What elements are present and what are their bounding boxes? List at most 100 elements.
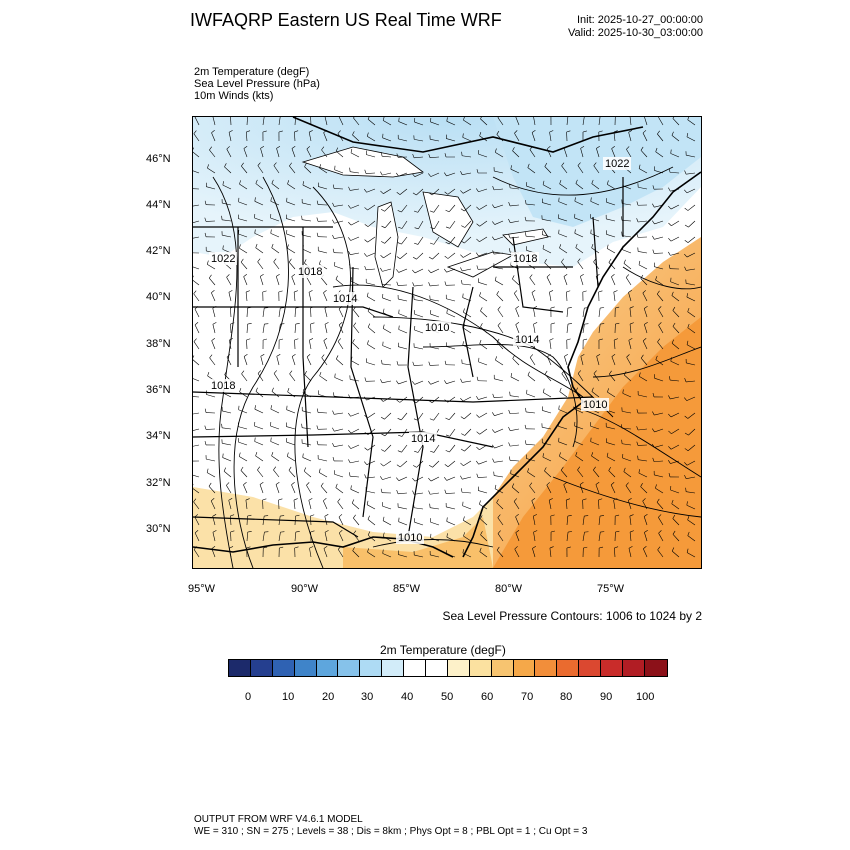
wind-barb-flag (332, 184, 335, 189)
wind-barb-flag (396, 380, 399, 385)
wind-barb-flag (514, 290, 518, 294)
wind-barb-flag (273, 466, 277, 471)
wind-barb-flag (380, 280, 383, 285)
wind-barb (464, 204, 472, 212)
wind-barb (671, 428, 680, 434)
wind-barb (334, 428, 344, 432)
wind-barb (462, 268, 472, 272)
wind-barb (434, 220, 440, 229)
wind-barb-flag (364, 377, 367, 382)
wind-barb (193, 378, 200, 382)
wind-barb-flag (337, 546, 342, 550)
wind-barb-flag (324, 322, 329, 325)
wind-barb (432, 460, 440, 468)
wind-barb-flag (643, 514, 648, 517)
wind-barb-flag (621, 216, 623, 221)
wind-barb-flag (321, 146, 325, 151)
wind-barb-flag (684, 253, 688, 258)
wind-barb (240, 261, 248, 270)
wind-barb (494, 460, 504, 463)
wind-barb-flag (380, 208, 385, 212)
wind-barb (398, 298, 408, 302)
wind-barb-flag (278, 498, 283, 501)
wind-barb-flag (461, 225, 465, 228)
wind-barb (259, 276, 264, 286)
pressure-contours (212, 166, 701, 568)
wind-barb-flag (291, 482, 295, 485)
wind-barb (687, 311, 696, 318)
wind-barb-flag (229, 546, 234, 549)
wind-barb (254, 217, 264, 222)
wind-barb (629, 308, 632, 318)
wind-barb-flag (657, 130, 660, 135)
wind-barb-flag (212, 530, 217, 533)
wind-barb (353, 117, 360, 126)
wind-barb (531, 132, 536, 142)
wind-barb-flag (525, 200, 527, 205)
wind-barb-flag (615, 530, 620, 533)
wind-barb (591, 247, 600, 254)
wind-barb (590, 441, 600, 446)
wind-barb (510, 428, 520, 431)
wind-barb (241, 373, 248, 382)
wind-barb (510, 236, 520, 239)
wind-barb (590, 217, 600, 222)
wind-barb (638, 428, 648, 431)
wind-barb (318, 394, 328, 398)
wind-barb (321, 277, 328, 286)
wind-barb-flag (655, 355, 658, 360)
wind-barb (306, 356, 312, 366)
wind-barb-flag (638, 372, 641, 377)
wind-barb (288, 470, 296, 478)
wind-barb-flag (542, 180, 545, 185)
wind-barb-flag (333, 392, 335, 397)
wind-barb-flag (514, 130, 518, 134)
wind-barb-flag (596, 354, 601, 357)
wind-barb-flag (668, 264, 671, 269)
wind-barb (222, 234, 232, 238)
wind-barb (367, 343, 376, 350)
wind-barb (462, 172, 472, 175)
wind-barb (401, 220, 408, 229)
wind-barb (278, 324, 281, 334)
wind-barb (447, 188, 456, 195)
wind-barb-flag (332, 427, 335, 432)
wind-barb-flag (226, 274, 230, 278)
wind-barb-flag (566, 290, 571, 293)
model-footer: OUTPUT FROM WRF V4.6.1 MODEL WE = 310 ; … (194, 814, 587, 838)
wind-barb-flag (550, 514, 555, 517)
wind-barb-flag (671, 547, 675, 552)
wind-barb-flag (591, 452, 594, 457)
wind-barb (430, 537, 440, 542)
wind-barb-flag (444, 464, 449, 467)
wind-barb-flag (480, 323, 483, 327)
wind-barb (526, 411, 536, 414)
wind-barb (193, 412, 200, 415)
colorbar-box (579, 660, 602, 676)
wind-barb-flag (652, 443, 655, 448)
wind-barb (462, 155, 472, 158)
colorbar-label: 70 (521, 691, 534, 703)
wind-barb (566, 532, 569, 542)
wind-barb (625, 277, 632, 286)
wind-barb-flag (476, 460, 479, 465)
wind-barb (531, 292, 536, 302)
wind-barb (462, 344, 472, 350)
wind-barb (497, 309, 504, 318)
wind-barb (239, 456, 248, 462)
wind-barb (399, 252, 408, 260)
wind-barb (319, 167, 328, 174)
wind-barb-flag (652, 203, 655, 208)
wind-barb (302, 410, 312, 414)
wind-barb-flag (262, 130, 267, 133)
wind-barb-flag (460, 208, 465, 212)
wind-barb-flag (462, 549, 464, 554)
wind-barb (577, 261, 584, 270)
wind-barb (287, 247, 296, 254)
wind-barb-flag (310, 514, 315, 517)
wind-barb-flag (230, 322, 235, 325)
contour-note: Sea Level Pressure Contours: 1006 to 102… (442, 609, 703, 623)
wind-barb-flag (332, 248, 335, 253)
wind-barb-flag (652, 185, 655, 190)
wind-barb-flag (353, 514, 356, 519)
